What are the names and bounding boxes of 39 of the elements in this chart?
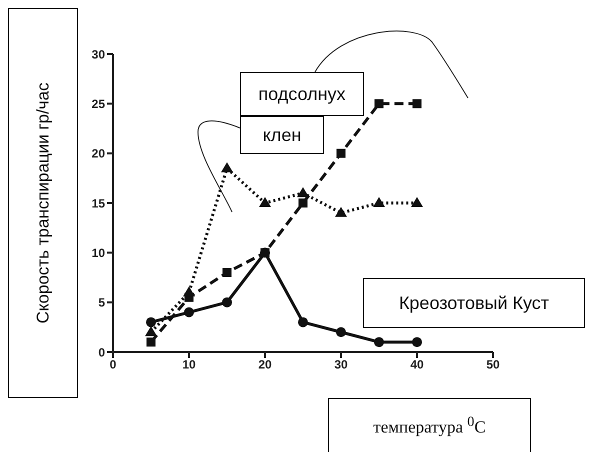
point (221, 162, 233, 172)
point (374, 337, 384, 348)
point (222, 297, 232, 308)
series-label: подсолнух (258, 84, 346, 104)
x-tick-label: 0 (110, 358, 117, 372)
point (259, 197, 271, 207)
point (336, 148, 346, 158)
y-tick-label: 0 (98, 345, 106, 360)
y-tick-label: 15 (92, 196, 106, 210)
y-tick-label: 10 (92, 246, 106, 260)
y-tick-label: 20 (92, 146, 106, 161)
x-tick-label: 50 (486, 358, 500, 372)
x-tick-label: 20 (258, 358, 272, 372)
text: клен (262, 124, 302, 146)
y-tick-label: 25 (92, 96, 106, 111)
y-tick-label: 30 (92, 47, 106, 62)
x-tick-label: 40 (410, 358, 424, 372)
point (222, 268, 232, 278)
point (146, 317, 156, 328)
point (184, 307, 194, 318)
series-label: Креозотовый Куст (398, 292, 550, 314)
point (412, 337, 422, 348)
x-tick-label: 30 (334, 358, 348, 372)
point (374, 99, 384, 108)
point (336, 327, 346, 338)
point (146, 338, 156, 347)
y-tick-label: 5 (98, 296, 106, 310)
y-axis-title: Скорость транспирации гр/час (33, 82, 53, 324)
x-axis-title: температура $^{0}$C (373, 414, 486, 438)
point (411, 197, 423, 207)
point (183, 286, 195, 296)
point (335, 206, 347, 217)
x-tick-label: 10 (182, 358, 196, 372)
point (298, 317, 308, 328)
point (297, 187, 309, 198)
point (298, 198, 308, 208)
point (145, 326, 157, 336)
point (373, 197, 385, 207)
point (412, 99, 422, 108)
